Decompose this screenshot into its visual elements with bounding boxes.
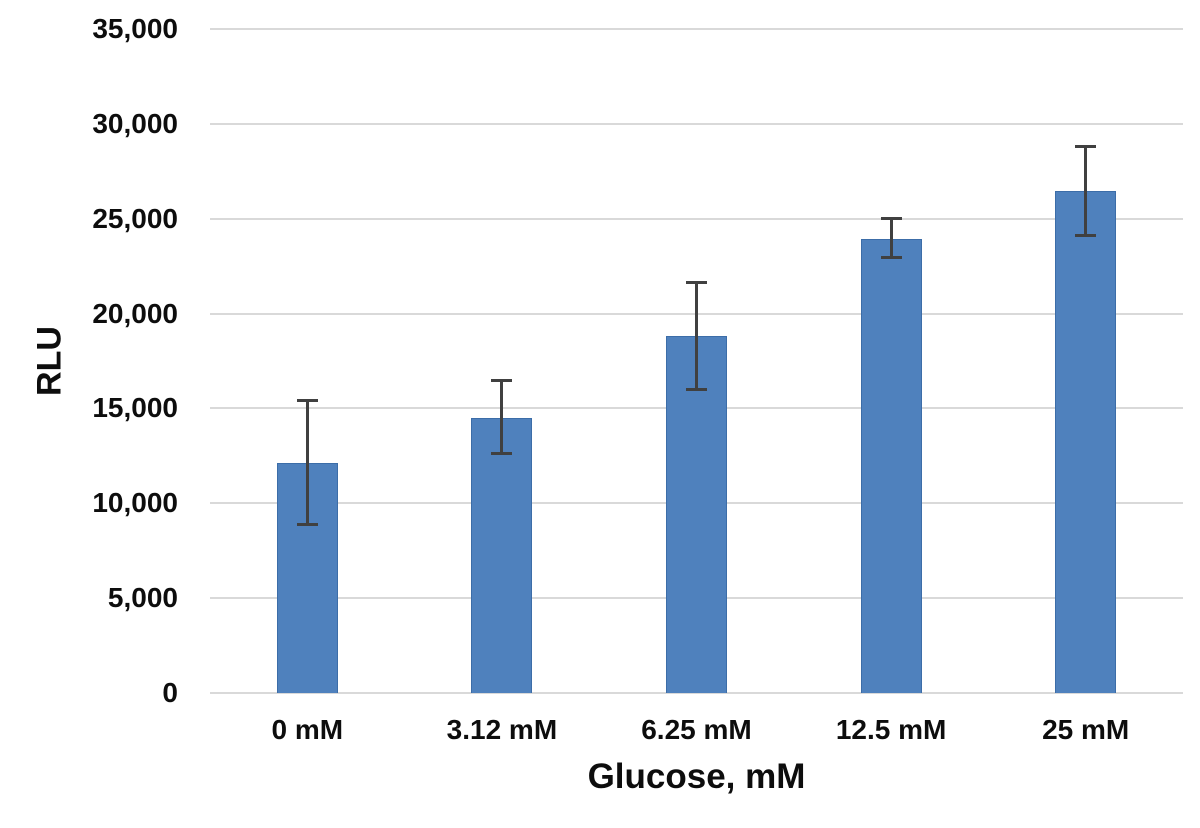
y-tick-label: 5,000: [107, 582, 178, 614]
gridline: [210, 28, 1183, 30]
y-tick-label: 15,000: [92, 392, 178, 424]
bar: [276, 463, 338, 693]
error-bar-bottom-cap: [296, 522, 318, 526]
error-bar-top-cap: [296, 399, 318, 403]
bar: [1055, 191, 1117, 693]
y-tick-label: 10,000: [92, 487, 178, 519]
bar: [666, 336, 727, 693]
error-bar-bottom-cap: [491, 452, 513, 456]
error-bar-bottom-cap: [1075, 234, 1097, 238]
error-bar-top-cap: [880, 217, 902, 221]
gridline: [210, 122, 1183, 125]
y-tick-label: 30,000: [92, 107, 178, 139]
error-bar-line: [889, 218, 893, 258]
y-axis-title: RLU: [30, 326, 69, 396]
plot-area: [210, 28, 1183, 694]
y-tick-label: 25,000: [92, 202, 178, 234]
error-bar-top-cap: [491, 379, 513, 383]
error-bar-line: [305, 400, 309, 525]
error-bar-top-cap: [686, 280, 707, 284]
x-tick-label: 3.12 mM: [446, 714, 558, 745]
error-bar-line: [695, 282, 698, 390]
y-tick-label: 0: [162, 677, 178, 708]
x-tick-label: 0 mM: [271, 714, 344, 745]
bar: [860, 238, 922, 693]
bar: [471, 417, 533, 693]
error-bar-top-cap: [1075, 145, 1097, 149]
x-tick-label: 12.5 mM: [835, 714, 947, 745]
y-tick-label: 20,000: [92, 297, 178, 329]
error-bar-line: [500, 380, 504, 454]
error-bar-bottom-cap: [880, 256, 902, 260]
x-tick-label: 25 mM: [1042, 714, 1130, 745]
error-bar-line: [1084, 146, 1088, 236]
gridline: [210, 217, 1183, 220]
error-bar-bottom-cap: [686, 387, 707, 391]
x-axis-line: [210, 692, 1183, 694]
x-axis-title: Glucose, mM: [587, 757, 806, 796]
y-tick-label: 35,000: [92, 13, 178, 44]
x-tick-label: 6.25 mM: [641, 714, 752, 745]
